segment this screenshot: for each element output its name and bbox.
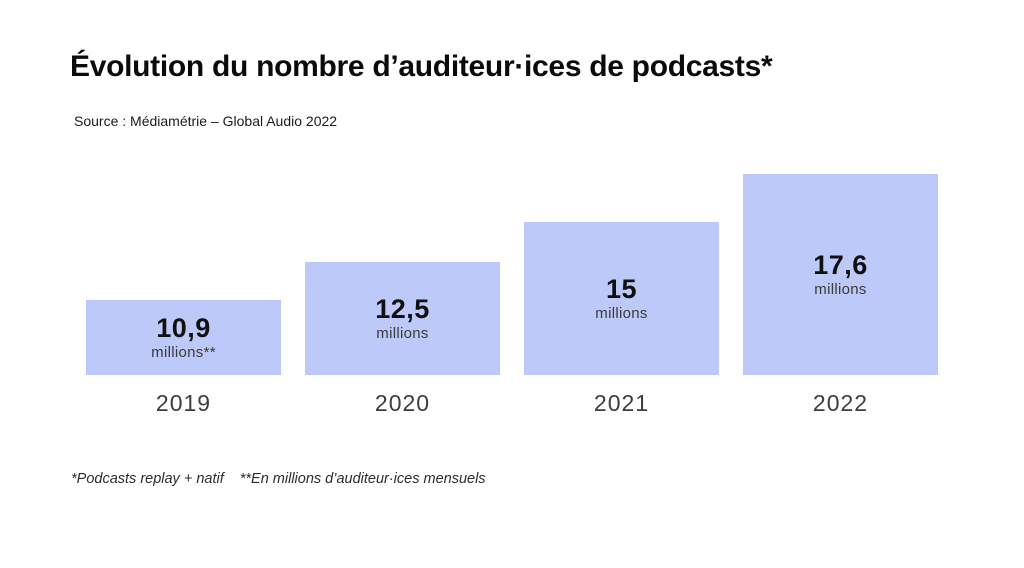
x-axis-label-2021: 2021 (593, 390, 650, 416)
bar-unit: millions (376, 325, 429, 343)
bar-value: 17,6 (813, 249, 868, 280)
bar-value-block: 12,5 millions (375, 293, 430, 343)
bar-2021: 15 millions (524, 222, 719, 375)
bar-2022: 17,6 millions (743, 174, 938, 375)
footnote: *Podcasts replay + natif **En millions d… (71, 471, 486, 487)
bar-value-block: 10,9 millions** (151, 312, 216, 362)
bar-value-block: 17,6 millions (813, 249, 868, 299)
bar-value: 10,9 (156, 312, 211, 343)
bar-2019: 10,9 millions** (86, 300, 281, 375)
x-axis-label-2022: 2022 (812, 390, 869, 416)
footnote-mensuels: **En millions d’auditeur·ices mensuels (239, 471, 486, 487)
bar-chart: 10,9 millions** 2019 12,5 millions 2020 … (86, 174, 938, 416)
bar-value: 12,5 (375, 293, 430, 324)
bar-unit: millions (595, 305, 648, 323)
bar-unit: millions** (151, 344, 216, 362)
x-axis-label-2019: 2019 (155, 390, 212, 416)
page-title: Évolution du nombre d’auditeur·ices de p… (70, 50, 773, 83)
bar-group-2022: 17,6 millions 2022 (743, 174, 938, 416)
bar-unit: millions (814, 281, 867, 299)
bar-group-2021: 15 millions 2021 (524, 222, 719, 416)
bar-value-block: 15 millions (595, 273, 648, 323)
bar-2020: 12,5 millions (305, 262, 500, 375)
source-note: Source : Médiamétrie – Global Audio 2022 (74, 113, 338, 129)
x-axis-label-2020: 2020 (374, 390, 431, 416)
bar-group-2020: 12,5 millions 2020 (305, 262, 500, 416)
footnote-replay-natif: *Podcasts replay + natif (71, 471, 224, 487)
bar-group-2019: 10,9 millions** 2019 (86, 300, 281, 416)
bar-value: 15 (605, 273, 638, 304)
